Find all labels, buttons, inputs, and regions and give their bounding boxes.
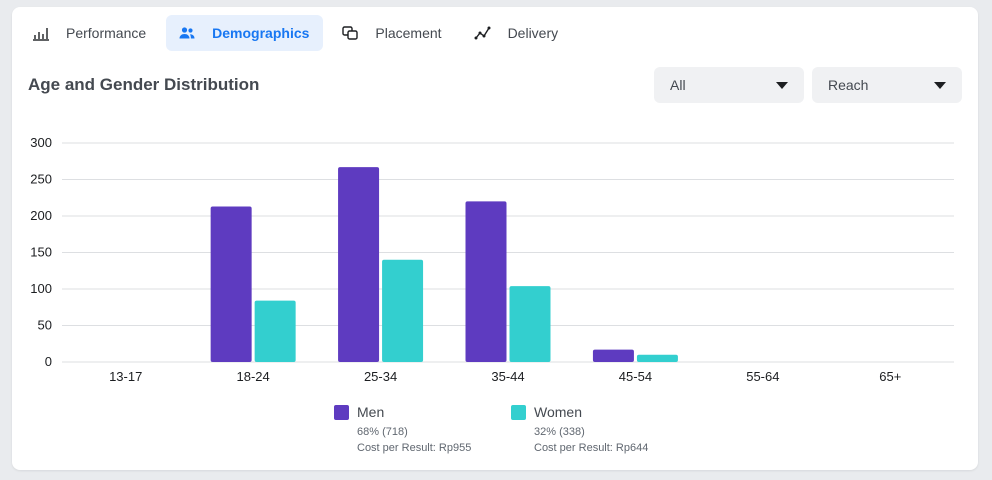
- delivery-icon: [474, 24, 492, 42]
- bar-women: [254, 300, 296, 362]
- bar-women: [382, 259, 424, 362]
- bar-women: [509, 286, 551, 362]
- tab-label: Demographics: [212, 25, 310, 41]
- bar-men: [338, 167, 380, 362]
- x-tick-label: 65+: [879, 369, 901, 384]
- metric-dropdown[interactable]: Reach: [812, 67, 962, 103]
- bar-chart-icon: [32, 24, 50, 42]
- x-tick-label: 13-17: [109, 369, 142, 384]
- x-tick-label: 18-24: [237, 369, 270, 384]
- section-title: Age and Gender Distribution: [28, 75, 260, 94]
- tab-delivery[interactable]: Delivery: [462, 15, 573, 51]
- tab-demographics[interactable]: Demographics: [166, 15, 324, 51]
- x-tick-label: 45-54: [619, 369, 652, 384]
- audience-dropdown[interactable]: All: [654, 67, 804, 103]
- x-tick-label: 25-34: [364, 369, 397, 384]
- tab-label: Delivery: [507, 25, 559, 41]
- metric-dropdown-value: Reach: [828, 77, 869, 93]
- x-tick-label: 35-44: [491, 369, 524, 384]
- bar-men: [210, 206, 252, 362]
- placement-icon: [341, 24, 359, 42]
- legend-share: 68% (718): [357, 426, 408, 438]
- y-tick-label: 150: [30, 245, 52, 260]
- legend-swatch-men: [334, 405, 349, 420]
- bar-women: [636, 354, 678, 362]
- people-icon: [178, 24, 196, 42]
- bar-men: [592, 349, 634, 362]
- y-tick-label: 200: [30, 208, 52, 223]
- tab-placement[interactable]: Placement: [329, 15, 455, 51]
- tab-bar: Performance Demographics Placement Deliv…: [20, 15, 572, 51]
- legend-item-women[interactable]: Women 32% (338) Cost per Result: Rp644: [511, 404, 648, 456]
- x-tick-label: 55-64: [746, 369, 779, 384]
- age-gender-bar-chart: 0 50 100 150 200 250 300 13-17 18-24 25-34 35-44 45…: [30, 135, 954, 384]
- legend-name: Men: [357, 404, 385, 420]
- legend-item-men[interactable]: Men 68% (718) Cost per Result: Rp955: [334, 404, 471, 456]
- y-tick-label: 250: [30, 172, 52, 187]
- caret-down-icon: [776, 81, 788, 89]
- tab-performance[interactable]: Performance: [20, 15, 160, 51]
- legend-share: 32% (338): [534, 426, 585, 438]
- bar-men: [465, 201, 507, 362]
- y-tick-label: 300: [30, 135, 52, 150]
- y-tick-label: 0: [45, 354, 52, 369]
- legend-swatch-women: [511, 405, 526, 420]
- y-tick-label: 50: [38, 318, 52, 333]
- tab-label: Placement: [375, 25, 442, 41]
- tab-label: Performance: [66, 25, 147, 41]
- audience-dropdown-value: All: [670, 77, 686, 93]
- legend-cost: Cost per Result: Rp644: [534, 442, 649, 454]
- caret-down-icon: [934, 81, 946, 89]
- demographics-card: Performance Demographics Placement Deliv…: [12, 7, 978, 470]
- y-tick-label: 100: [30, 281, 52, 296]
- legend-cost: Cost per Result: Rp955: [357, 442, 472, 454]
- legend-name: Women: [534, 404, 582, 420]
